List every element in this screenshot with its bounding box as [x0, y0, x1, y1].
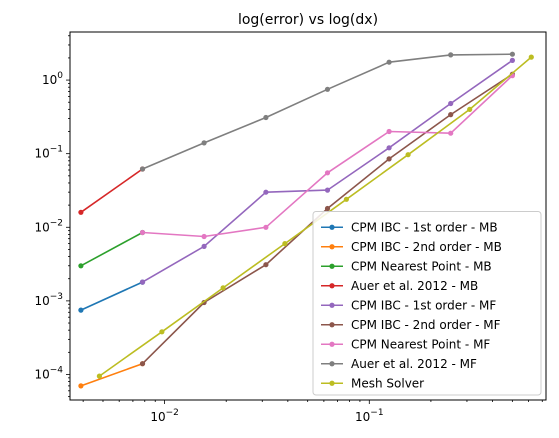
y-tick-label-4: 100 [42, 71, 63, 87]
legend-swatch-marker-7 [329, 361, 335, 367]
data-point-8-4 [343, 196, 349, 202]
legend-swatch-marker-0 [329, 224, 335, 230]
y-tick-label-1: 10−3 [34, 292, 63, 308]
data-point-5-4 [386, 156, 392, 162]
series-line-3 [80, 168, 143, 213]
data-point-7-4 [386, 59, 392, 65]
y-tick-label-2: 10−2 [34, 218, 63, 234]
legend-swatch-marker-5 [329, 322, 335, 328]
data-point-8-6 [467, 106, 473, 112]
data-point-6-2 [263, 224, 269, 230]
data-point-4-0 [139, 279, 146, 285]
legend-label-5: CPM IBC - 2nd order - MF [351, 318, 501, 332]
series-line-7 [142, 53, 513, 170]
legend-label-6: CPM Nearest Point - MF [351, 337, 490, 351]
data-point-6-4 [386, 128, 392, 135]
data-point-7-2 [263, 114, 269, 121]
legend-box [312, 211, 542, 396]
data-point-6-0 [139, 229, 146, 236]
x-tick-label-0: 10−2 [150, 408, 179, 424]
data-point-8-2 [220, 285, 226, 291]
x-axis: 10−2 10−1 [82, 400, 543, 424]
data-point-7-5 [448, 52, 454, 58]
legend-label-8: Mesh Solver [351, 376, 424, 390]
data-point-7-1 [201, 140, 207, 146]
data-point-5-2 [263, 262, 269, 268]
legend-swatch-marker-1 [329, 244, 335, 250]
series-layer [78, 51, 534, 389]
legend: CPM IBC - 1st order - MB CPM IBC - 2nd or… [312, 211, 542, 396]
data-point-2-0 [78, 263, 84, 269]
data-point-6-3 [324, 170, 331, 176]
data-point-4-5 [448, 100, 454, 107]
data-point-6-1 [201, 233, 207, 240]
legend-label-3: Auer et al. 2012 - MB [351, 279, 478, 293]
data-point-8-5 [405, 152, 411, 158]
data-point-4-6 [509, 57, 515, 64]
data-point-4-4 [386, 145, 392, 151]
chart-title: log(error) vs log(dx) [238, 12, 378, 28]
data-point-1-0 [78, 383, 84, 389]
legend-label-2: CPM Nearest Point - MB [351, 259, 492, 273]
data-point-4-1 [201, 243, 207, 249]
x-tick-label-1: 10−1 [355, 408, 384, 424]
legend-swatch-marker-3 [329, 283, 335, 289]
data-point-7-0 [139, 166, 146, 172]
data-point-7-3 [324, 86, 331, 92]
legend-swatch-marker-6 [329, 341, 335, 347]
data-point-4-2 [263, 189, 269, 195]
y-tick-label-0: 10−4 [34, 365, 63, 381]
data-point-3-0 [78, 209, 84, 215]
series-line-0 [80, 281, 143, 311]
data-point-4-3 [324, 187, 331, 193]
series-line-1 [80, 362, 143, 387]
legend-label-7: Auer et al. 2012 - MF [351, 357, 477, 371]
legend-swatch-marker-4 [329, 302, 335, 308]
data-point-8-0 [96, 373, 102, 379]
data-point-8-1 [159, 329, 165, 335]
legend-label-1: CPM IBC - 2nd order - MB [351, 240, 502, 254]
y-tick-label-3: 10−1 [34, 145, 63, 161]
data-point-5-3 [324, 205, 331, 212]
data-point-8-7 [528, 54, 534, 60]
data-point-6-5 [448, 130, 454, 136]
data-point-8-3 [282, 241, 288, 247]
data-point-7-6 [509, 51, 515, 57]
data-point-5-5 [448, 112, 454, 118]
data-point-0-0 [78, 307, 84, 313]
legend-swatch-marker-8 [329, 380, 335, 386]
legend-label-4: CPM IBC - 1st order - MF [351, 298, 496, 312]
legend-swatch-marker-2 [329, 263, 335, 269]
legend-label-0: CPM IBC - 1st order - MB [351, 220, 498, 234]
y-axis: 10−4 10−3 10−2 10−1 100 [34, 35, 70, 398]
data-point-5-0 [139, 361, 146, 367]
series-line-2 [80, 231, 143, 267]
